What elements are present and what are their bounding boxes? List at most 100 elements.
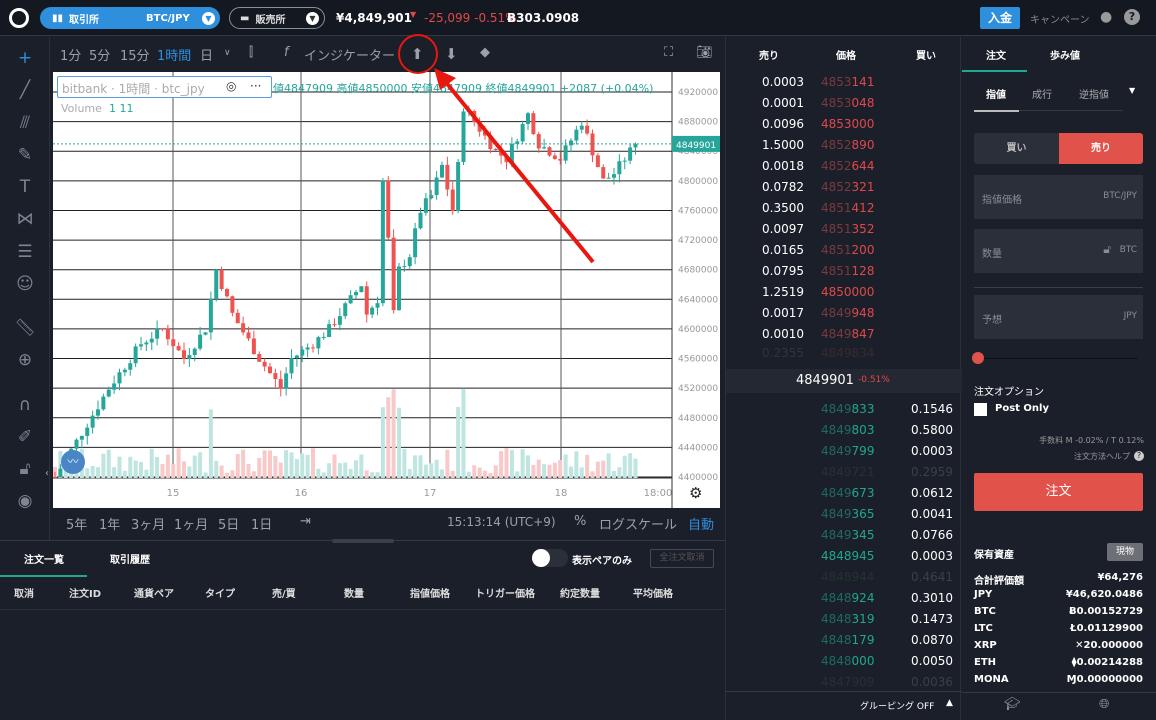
ask-row[interactable]: 0.0003 4853141 [726,75,962,95]
type-market[interactable]: 成行 [1032,90,1052,101]
tab-trades[interactable]: 歩み値 [1050,51,1080,62]
interval-1m[interactable]: 1分 [60,49,82,64]
tab-open-orders[interactable]: 注文一覧 [24,555,64,566]
lock-icon[interactable]: 🔓︎ [19,459,31,479]
download-icon[interactable]: ⬇ [445,45,458,63]
interval-day[interactable]: 日 [200,49,214,64]
type-limit[interactable]: 指値 [986,90,1006,101]
range-5d[interactable]: 5日 [218,518,240,533]
quantity-input[interactable]: 数量 🔓︎ BTC [974,229,1143,273]
exchange-pair-selector[interactable]: ▮▮ 取引所 BTC/JPY ▼ [40,7,220,29]
ask-row[interactable]: 0.0165 4851200 [726,243,962,263]
lock-drawing-icon[interactable]: ✐ [17,427,33,447]
limit-price-input[interactable]: 指値価格 BTC/JPY [974,175,1143,219]
help-icon[interactable]: ? [1134,451,1144,461]
log-scale-toggle[interactable]: ログスケール [599,518,678,533]
bid-row[interactable]: 4848179 0.0870 [726,633,962,653]
interval-5m[interactable]: 5分 [89,49,111,64]
deposit-button[interactable]: 入金 [980,7,1020,29]
ask-row[interactable]: 0.0782 4852321 [726,180,962,200]
campaign-link[interactable]: キャンペーン [1030,15,1090,26]
range-1m[interactable]: 1ヶ月 [174,518,209,533]
ask-row[interactable]: 0.0096 4853000 [726,117,962,137]
academy-icon[interactable]: 🎓︎ [1004,697,1021,712]
range-5y[interactable]: 5年 [66,518,88,533]
tab-order[interactable]: 注文 [986,51,1006,62]
bid-row[interactable]: 4849721 0.2959 [726,465,962,485]
interval-1h[interactable]: 1時間 [157,49,192,64]
bid-row[interactable]: 4848319 0.1473 [726,612,962,632]
bitbank-logo[interactable] [9,8,29,28]
tab-trade-history[interactable]: 取引履歴 [110,555,150,566]
settings-gear-icon[interactable]: ⚙ [689,484,703,502]
ask-row[interactable]: 0.0001 4853048 [726,96,962,116]
ask-row[interactable]: 1.2519 4850000 [726,285,962,305]
zoom-in-icon[interactable]: ⊕ [17,350,33,370]
auto-scale-toggle[interactable]: 自動 [688,518,715,533]
price-chart[interactable]: 4920000 4880000 4840000 4800000 4760000 47200… [45,72,720,508]
eye-icon[interactable]: ◉ [17,491,33,511]
brush-icon[interactable]: ✎ [17,145,33,165]
eye-icon[interactable]: ◎ [226,79,237,93]
ask-row[interactable]: 0.0018 4852644 [726,159,962,179]
buy-side-button[interactable]: 買い [974,133,1059,164]
post-only-checkbox[interactable] [974,403,987,416]
trend-line-icon[interactable]: ╱ [19,80,31,100]
shop-selector[interactable]: ▬ 販売所 ▼ [229,7,325,29]
scroll-left-icon[interactable]: ‹ [45,468,49,479]
text-icon[interactable]: T [19,177,31,197]
bid-row[interactable]: 4849833 0.1546 [726,402,962,422]
bid-row[interactable]: 4848000 0.0050 [726,654,962,674]
candlestick-chart[interactable]: 4920000 4880000 4840000 4800000 4760000 47200… [53,72,720,508]
fib-icon[interactable]: ⫻ [19,113,31,133]
ruler-icon[interactable]: 📏︎ [14,318,36,338]
globe-icon[interactable]: 🌐︎ [1099,697,1110,712]
caret-up-icon[interactable]: ▲ [946,698,953,708]
crosshair-icon[interactable]: + [17,48,33,68]
bid-row[interactable]: 4848944 0.4641 [726,570,962,590]
grouping-toggle[interactable]: グルーピング OFF [860,702,935,712]
prediction-icon[interactable]: ☰ [17,242,33,262]
bid-row[interactable]: 4849365 0.0041 [726,507,962,527]
amount-slider[interactable] [972,352,1138,364]
candle-type-icon[interactable]: ⫿ [249,45,254,60]
emoji-icon[interactable]: ☺ [16,274,34,294]
ask-row-faded[interactable]: 0.2355 4849834 [726,346,962,366]
user-icon[interactable]: ● [1100,9,1113,25]
range-1y[interactable]: 1年 [99,518,121,533]
ask-row[interactable]: 0.0097 4851352 [726,222,962,242]
fullscreen-icon[interactable]: ⛶ [664,45,674,60]
pair-only-toggle[interactable] [532,549,568,567]
interval-15m[interactable]: 15分 [120,49,150,64]
help-icon[interactable]: ? [1124,9,1140,25]
more-icon[interactable]: ··· [250,79,262,93]
resize-handle[interactable] [332,539,394,543]
range-1d[interactable]: 1日 [251,518,273,533]
pattern-icon[interactable]: ⋈ [16,209,34,229]
chevron-down-icon[interactable]: ∨ [224,48,231,58]
eraser-icon[interactable]: ◆ [480,45,490,60]
order-help-link[interactable]: 注文方法ヘルプ [1074,452,1130,461]
ask-row[interactable]: 0.0795 4851128 [726,264,962,284]
camera-icon[interactable]: 📷︎ [696,45,713,60]
sell-side-button[interactable]: 売り [1059,133,1143,164]
cancel-all-button[interactable]: 全注文取消 [650,549,714,568]
goto-date-icon[interactable]: ⇥ [300,514,311,529]
caret-down-icon[interactable]: ▼ [1129,86,1136,95]
bid-row[interactable]: 4849673 0.0612 [726,486,962,506]
bid-row[interactable]: 4849799 0.0003 [726,444,962,464]
bid-row[interactable]: 4847909 0.0036 [726,675,962,695]
ask-row[interactable]: 0.0017 4849948 [726,306,962,326]
range-3m[interactable]: 3ヶ月 [131,518,166,533]
ask-row[interactable]: 0.0010 4849847 [726,327,962,347]
bid-row[interactable]: 4849345 0.0766 [726,528,962,548]
ask-row[interactable]: 1.5000 4852890 [726,138,962,158]
ask-row[interactable]: 0.3500 4851412 [726,201,962,221]
spot-tag[interactable]: 現物 [1107,543,1143,561]
lock-icon[interactable]: 🔓︎ [1103,242,1111,256]
indicators-button[interactable]: インジケーター [304,49,396,64]
type-stop[interactable]: 逆指値 [1079,90,1109,101]
percent-toggle[interactable]: % [574,514,587,529]
function-icon[interactable]: f [284,45,289,60]
magnet-icon[interactable]: ∩ [18,395,32,415]
